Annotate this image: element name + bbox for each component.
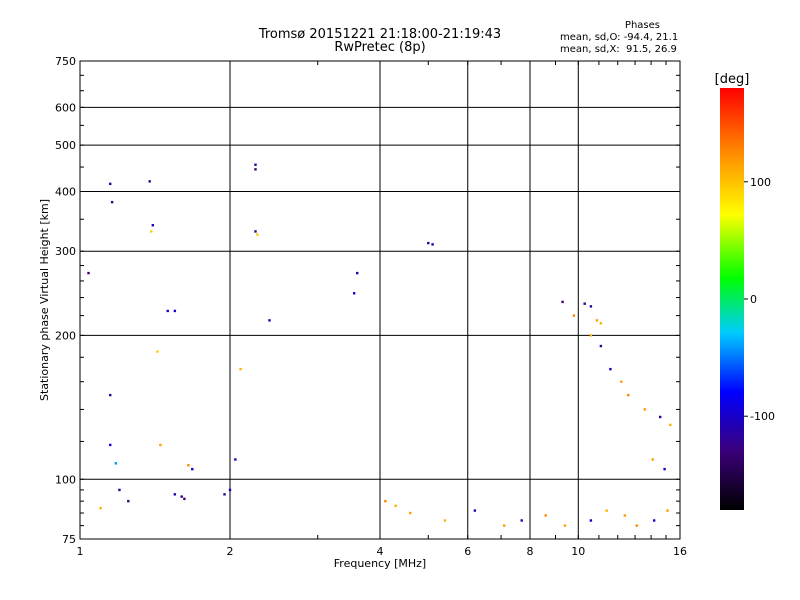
y-tick-label: 200 (55, 329, 76, 342)
chart-title: Tromsø 20151221 21:18:00-21:19:43 (258, 27, 502, 42)
colorbar-tick-label: -100 (750, 410, 775, 423)
data-point (427, 241, 430, 245)
data-point (443, 519, 447, 522)
data-point (651, 458, 654, 461)
data-point (228, 488, 232, 492)
data-point (663, 467, 666, 471)
colorbar-tick-label: 100 (750, 176, 771, 189)
data-point (239, 367, 242, 371)
x-tick-label: 16 (673, 545, 687, 558)
data-point (355, 271, 359, 275)
data-point (572, 314, 576, 317)
colorbar-label: [deg] (715, 72, 750, 87)
data-point (502, 524, 506, 527)
data-point (473, 509, 477, 512)
y-axis-label: Stationary phase Virtual Height [km] (38, 199, 51, 401)
data-point (627, 393, 630, 397)
data-point (589, 305, 593, 308)
data-point (268, 319, 271, 322)
data-point (180, 495, 183, 498)
data-point (620, 380, 623, 383)
y-tick-label: 100 (55, 473, 76, 486)
phase-mean-o: mean, sd,O: -94.4, 21.1 (560, 32, 679, 43)
data-point (254, 230, 257, 233)
data-point (666, 509, 669, 512)
data-point (150, 230, 153, 233)
y-tick-label: 300 (55, 245, 76, 258)
data-point (118, 488, 121, 492)
data-point (595, 319, 599, 322)
data-point (114, 462, 118, 465)
data-point (109, 443, 112, 447)
data-point (635, 524, 638, 527)
data-point (256, 233, 259, 236)
data-point (254, 163, 257, 166)
data-point (599, 344, 603, 348)
data-point (173, 493, 177, 496)
x-tick-label: 8 (527, 545, 534, 558)
y-tick-label: 750 (55, 55, 76, 68)
colorbar-tick-label: 0 (750, 293, 757, 306)
data-point (563, 524, 567, 527)
data-point (254, 168, 257, 171)
y-tick-label: 500 (55, 139, 76, 152)
x-tick-label: 10 (571, 545, 585, 558)
data-point (151, 224, 155, 227)
data-point (384, 499, 387, 503)
data-point (173, 309, 177, 313)
data-point (583, 302, 586, 305)
phase-box-heading: Phases (624, 20, 660, 31)
x-tick-label: 2 (227, 545, 234, 558)
y-tick-label: 600 (55, 101, 76, 114)
data-point (159, 443, 162, 447)
data-point (87, 271, 90, 275)
data-point (109, 393, 112, 397)
data-point (109, 182, 112, 186)
data-point (110, 200, 114, 204)
data-point (658, 415, 662, 419)
data-point (589, 334, 593, 337)
x-tick-label: 4 (377, 545, 384, 558)
data-point (652, 519, 656, 522)
colorbar (720, 88, 744, 510)
data-point (156, 350, 159, 353)
data-point (623, 514, 627, 517)
data-point (127, 499, 130, 503)
data-point (99, 506, 102, 510)
data-point (148, 180, 151, 183)
phase-mean-x: mean, sd,X: 91.5, 26.9 (560, 44, 677, 55)
data-point (561, 300, 564, 304)
data-point (643, 408, 647, 411)
data-point (394, 504, 397, 508)
data-point (520, 519, 523, 522)
x-tick-label: 1 (77, 545, 84, 558)
data-point (609, 367, 612, 371)
data-point (166, 309, 169, 313)
data-point (191, 467, 194, 471)
data-point (431, 243, 434, 246)
data-point (669, 423, 672, 427)
y-tick-label: 400 (55, 185, 76, 198)
data-point (544, 514, 547, 517)
data-point (234, 458, 237, 461)
data-point (352, 292, 356, 295)
data-point (223, 493, 226, 496)
data-point (187, 464, 190, 467)
data-point (599, 322, 603, 325)
data-point (605, 509, 608, 512)
data-point (409, 511, 412, 515)
x-tick-label: 6 (464, 545, 471, 558)
data-point (183, 497, 186, 501)
data-point (589, 519, 593, 522)
chart-subtitle: RwPretec (8p) (334, 40, 426, 55)
x-axis-label: Frequency [MHz] (334, 557, 426, 570)
y-tick-label: 75 (62, 533, 76, 546)
